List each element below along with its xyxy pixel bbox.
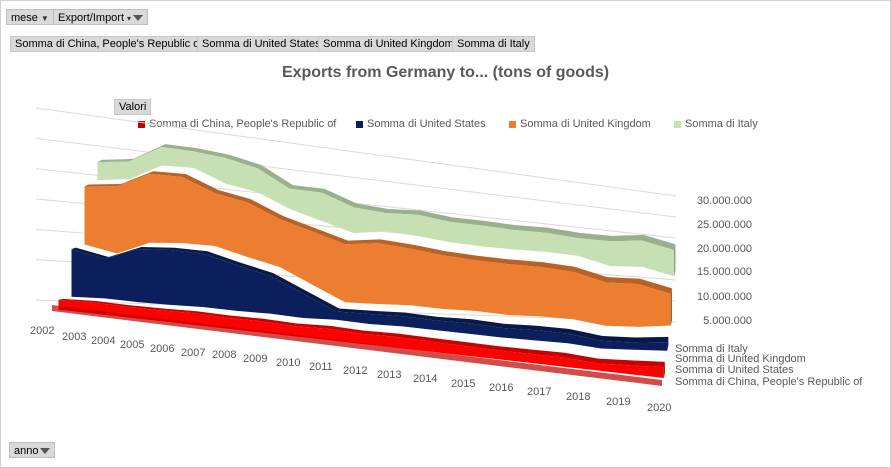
- x-tick-label-2019: 2019: [606, 396, 630, 408]
- legend-swatch-united-kingdom: [509, 120, 516, 128]
- series-side-somma-di-china-people-s-republic-of: [663, 361, 665, 378]
- series-layer: [52, 144, 676, 386]
- x-tick-label-2017: 2017: [527, 386, 551, 398]
- gridline-5: [35, 107, 677, 197]
- y-tick-label-4: 25.000.000: [697, 219, 752, 231]
- z-label-1: Somma di United Kingdom: [675, 353, 806, 365]
- gridline-4: [35, 137, 677, 218]
- z-label-2: Somma di United States: [675, 364, 794, 376]
- x-tick-label-2015: 2015: [451, 378, 475, 390]
- filter-funnel-icon[interactable]: [133, 15, 144, 22]
- legend-swatch-china: [138, 120, 145, 128]
- x-tick-label-2003: 2003: [62, 331, 86, 343]
- legend-item-united-kingdom: Somma di United Kingdom: [509, 118, 651, 130]
- field-label-mese: mese: [11, 12, 38, 24]
- y-tick-label-5: 30.000.000: [697, 195, 752, 207]
- dropdown-arrow-icon[interactable]: ▼: [40, 14, 49, 23]
- x-tick-label-2018: 2018: [566, 391, 590, 403]
- x-tick-label-2002: 2002: [30, 325, 54, 337]
- floor-edge: [52, 305, 662, 386]
- value-field-united-kingdom[interactable]: Somma di United Kingdom: [318, 36, 459, 52]
- label-layer: 2002 2003 2004 2005 2006 2007 2008 2009 2010 2011…: [30, 195, 863, 414]
- z-label-0: Somma di Italy: [675, 343, 748, 355]
- series-ridge-somma-di-italy: [97, 144, 676, 251]
- y-tick-label-3: 20.000.000: [697, 243, 752, 255]
- series-area-somma-di-united-kingdom: [84, 173, 671, 327]
- series-side-somma-di-italy: [674, 244, 676, 277]
- series-side-somma-di-united-states: [667, 336, 669, 351]
- legend-label-united-states: Somma di United States: [367, 118, 486, 130]
- legend-item-united-states: Somma di United States: [356, 118, 486, 130]
- x-tick-label-2013: 2013: [377, 369, 401, 381]
- z-label-3: Somma di China, People's Republic of: [675, 376, 863, 388]
- series-area-somma-di-china-people-s-republic-of: [58, 299, 664, 378]
- x-tick-label-2008: 2008: [212, 349, 236, 361]
- x-tick-label-2014: 2014: [413, 373, 437, 385]
- legend-label-china: Somma di China, People's Republic of: [149, 118, 337, 130]
- x-tick-label-2011: 2011: [309, 361, 333, 373]
- field-label-export-import: Export/Import: [58, 12, 125, 24]
- value-field-italy[interactable]: Somma di Italy: [452, 36, 535, 52]
- value-field-china[interactable]: Somma di China, People's Republic of: [10, 36, 208, 52]
- series-ridge-somma-di-united-kingdom: [84, 171, 672, 294]
- y-tick-label-0: 5.000.000: [703, 315, 752, 327]
- field-button-mese[interactable]: mese ▼: [6, 9, 54, 25]
- field-button-anno[interactable]: anno: [9, 442, 56, 458]
- x-tick-label-2016: 2016: [489, 382, 513, 394]
- series-area-somma-di-united-states: [71, 249, 668, 351]
- x-tick-label-2012: 2012: [343, 365, 367, 377]
- legend-label-italy: Somma di Italy: [685, 118, 758, 130]
- series-area-somma-di-italy: [97, 146, 675, 277]
- legend-item-china: Somma di China, People's Republic of: [138, 118, 336, 130]
- x-tick-label-2009: 2009: [243, 353, 267, 365]
- legend-label-united-kingdom: Somma di United Kingdom: [520, 118, 651, 130]
- series-side-somma-di-united-kingdom: [670, 288, 672, 326]
- x-tick-label-2004: 2004: [91, 335, 115, 347]
- x-tick-label-2006: 2006: [150, 343, 174, 355]
- x-tick-label-2005: 2005: [120, 339, 144, 351]
- value-field-united-states[interactable]: Somma di United States: [197, 36, 326, 52]
- filter-funnel-icon[interactable]: [40, 448, 51, 455]
- y-tick-label-2: 15.000.000: [697, 266, 752, 278]
- legend-swatch-united-states: [356, 120, 363, 128]
- field-label-anno: anno: [14, 445, 39, 457]
- x-tick-label-2007: 2007: [181, 347, 205, 359]
- dropdown-arrow-icon[interactable]: ▾: [127, 14, 132, 23]
- field-button-export-import[interactable]: Export/Import ▾: [53, 9, 149, 25]
- legend-item-italy: Somma di Italy: [674, 118, 758, 130]
- series-ridge-somma-di-china-people-s-republic-of: [58, 298, 665, 368]
- legend-swatch-italy: [674, 120, 681, 128]
- x-tick-label-2020: 2020: [647, 402, 671, 414]
- y-tick-label-1: 10.000.000: [697, 291, 752, 303]
- chart-title: Exports from Germany to... (tons of good…: [281, 64, 610, 81]
- values-button[interactable]: Valori: [114, 99, 152, 115]
- x-tick-label-2010: 2010: [276, 357, 300, 369]
